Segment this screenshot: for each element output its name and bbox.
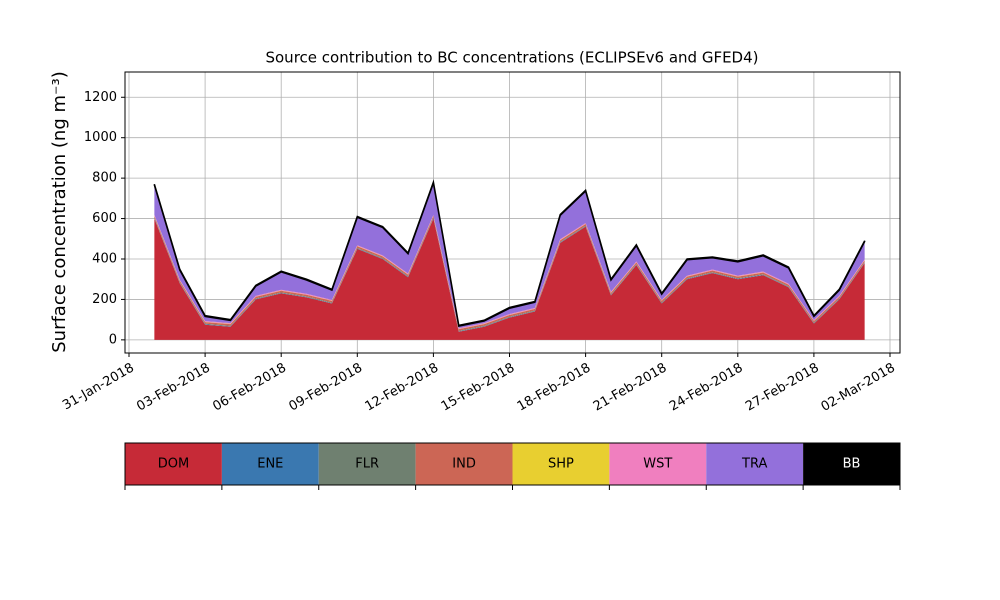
x-tick-label: 27-Feb-2018 [743,361,822,415]
y-tick-label: 1000 [84,130,117,145]
area [154,218,865,340]
legend-swatch [415,443,513,485]
legend-swatch [803,443,900,485]
x-tick-label: 21-Feb-2018 [591,361,670,415]
legend-frame [124,442,901,486]
y-axis-label: Surface concentration (ng m⁻³) [49,71,70,353]
legend-label: SHP [548,457,574,472]
legend-swatch [512,443,610,485]
x-tick-label: 03-Feb-2018 [134,361,213,415]
area [154,215,865,330]
legend-label: FLR [355,457,379,472]
legend-swatch [609,443,707,485]
x-tick-label: 15-Feb-2018 [439,361,518,415]
area [154,182,865,329]
y-tick-label: 0 [109,332,117,347]
legend-label: DOM [158,457,189,472]
legend-swatch [318,443,416,485]
legend-label: TRA [741,457,767,472]
y-tick-label: 800 [92,171,117,186]
x-tick-label: 02-Mar-2018 [819,361,898,415]
chart-title: Source contribution to BC concentrations… [265,49,758,67]
legend-label: BB [843,457,861,472]
legend-label: ENE [257,457,283,472]
plot-frame [124,71,901,354]
x-tick-label: 18-Feb-2018 [515,361,594,415]
x-tick-label: 12-Feb-2018 [363,361,442,415]
legend-label: WST [643,457,672,472]
area [154,217,865,332]
legend-swatch [706,443,804,485]
y-tick-label: 1200 [84,90,117,105]
y-tick-label: 200 [92,292,117,307]
area [154,218,865,332]
x-tick-label: 31-Jan-2018 [60,361,137,414]
area [154,214,865,329]
legend-label: IND [452,457,476,472]
y-tick-label: 400 [92,251,117,266]
legend-swatch [125,443,222,485]
area [154,215,865,331]
y-tick-label: 600 [92,211,117,226]
area [153,179,866,327]
x-tick-label: 06-Feb-2018 [210,361,289,415]
x-tick-label: 09-Feb-2018 [287,361,366,415]
legend-swatch [221,443,319,485]
x-tick-label: 24-Feb-2018 [667,361,746,415]
